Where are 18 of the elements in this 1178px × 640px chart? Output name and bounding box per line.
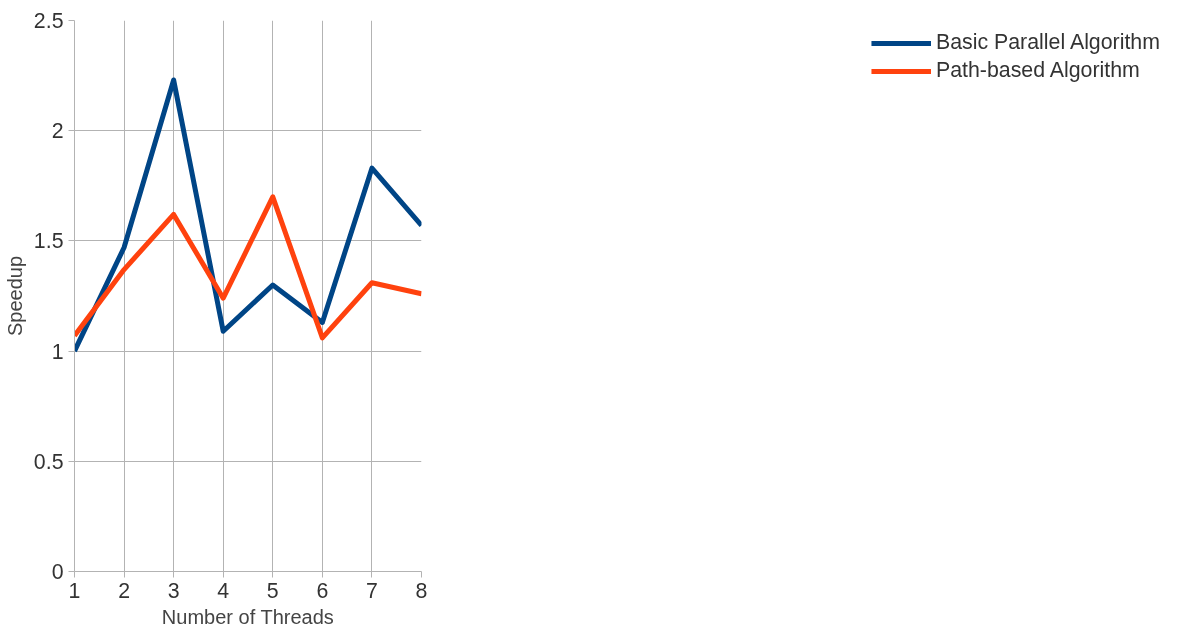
x-tick-label: 5 [266,578,279,603]
x-tick-label: 2 [118,578,131,603]
y-axis-title: Speedup [3,255,26,337]
legend-label: Basic Parallel Algorithm [935,30,1160,55]
x-tick-label: 7 [366,578,378,603]
y-tick-label: 2 [51,119,64,144]
y-tick-label: 1 [51,339,64,364]
x-tick-label: 1 [68,578,81,603]
x-tick-label: 3 [167,578,180,603]
y-tick-label: 2.5 [33,9,64,33]
legend-label: Path-based Algorithm [935,58,1140,83]
y-tick-label: 0.5 [33,449,64,474]
y-tick-label: 0 [51,560,64,584]
y-tick-label: 1.5 [33,229,64,254]
x-axis-title: Number of Threads [161,605,334,628]
x-tick-label: 6 [316,578,329,603]
x-tick-label: 8 [415,578,428,603]
x-tick-label: 4 [217,578,230,603]
